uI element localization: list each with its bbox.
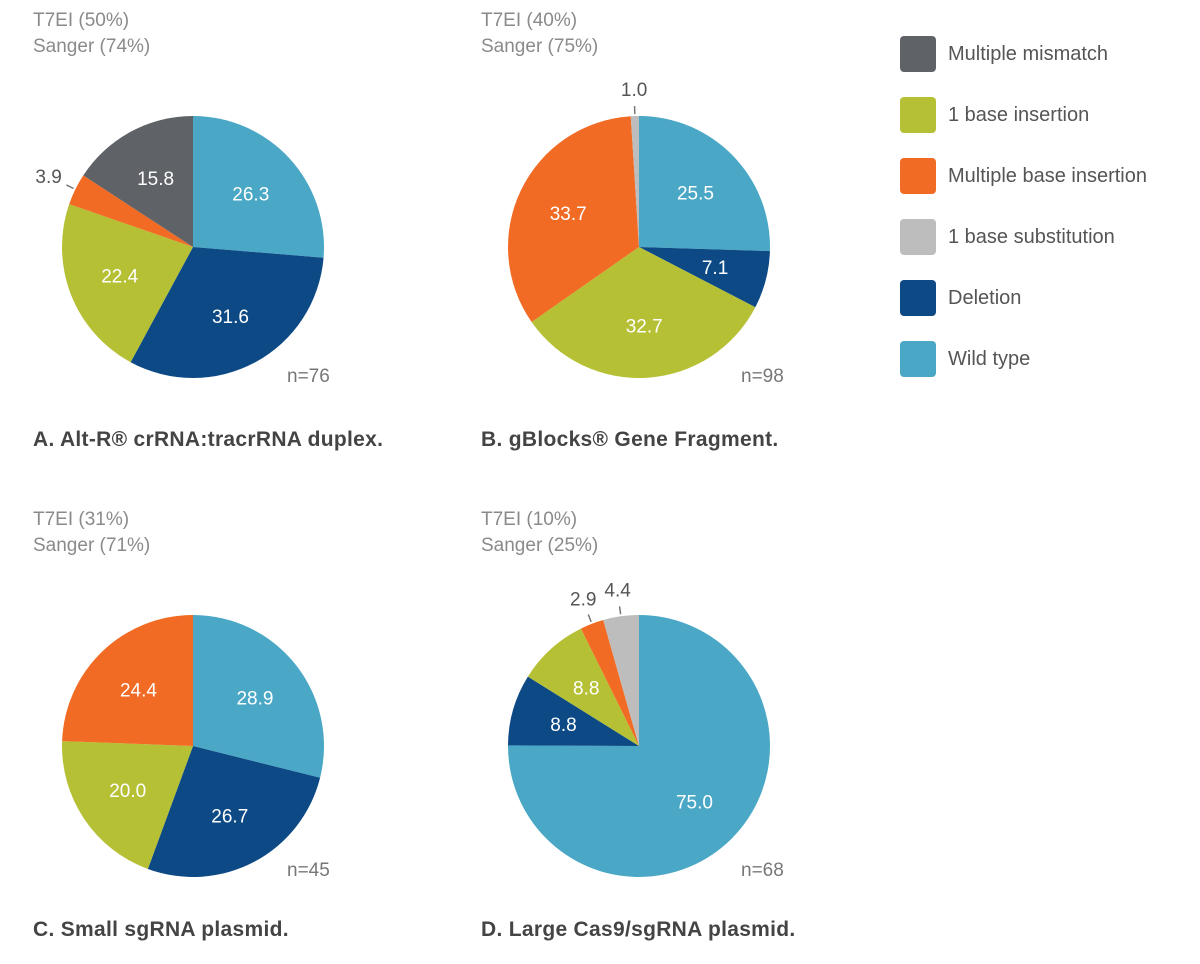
legend-swatch [900,219,936,255]
pie-slice [147,746,321,878]
slice-value-label: 26.7 [211,806,248,827]
leader-line [618,606,622,615]
pie-slice [83,116,193,247]
pie-slice [630,116,639,247]
slice-value-label: 4.4 [604,580,631,601]
pie-slice [508,116,639,322]
chart-c-header: T7EI (31%) Sanger (71%) [33,507,150,559]
chart-b-header: T7EI (40%) Sanger (75%) [481,8,598,60]
slice-value-label: 24.4 [120,680,157,701]
leader-line [66,184,74,190]
slice-value-label: 20.0 [109,781,146,802]
chart-a-title: A. Alt-R® crRNA:tracrRNA duplex. [33,428,384,451]
legend-label: Multiple base insertion [948,164,1147,187]
t7ei-value: T7EI (50%) [33,10,130,31]
leader-line [587,614,592,623]
legend-item: 1 base substitution [900,219,1115,255]
pie-slice [603,615,639,746]
pie-slice [69,175,193,247]
legend-label: 1 base substitution [948,225,1115,248]
chart-a-n: n=76 [287,366,330,387]
legend-label: Multiple mismatch [948,42,1109,65]
legend-label: Deletion [948,286,1022,309]
legend-item: Deletion [900,280,1021,316]
chart-c-title: C. Small sgRNA plasmid. [33,918,289,941]
t7ei-value: T7EI (10%) [481,509,578,530]
legend-item: 1 base insertion [900,97,1089,133]
pie-slice [62,741,193,869]
legend-swatch [900,36,936,72]
slice-value-label: 22.4 [101,266,138,287]
pie-slice [62,615,193,746]
sanger-value: Sanger (71%) [33,535,151,556]
slice-value-label: 8.8 [573,679,599,700]
chart-b-title: B. gBlocks® Gene Fragment. [481,428,779,451]
slice-value-label: 33.7 [550,204,587,225]
sanger-value: Sanger (74%) [33,36,151,57]
pie-slice [527,628,639,746]
pie-slice [193,116,324,258]
slice-value-label: 32.7 [626,316,663,337]
pie-slice [531,247,756,378]
pie-slice [639,247,770,308]
legend-swatch [900,158,936,194]
chart-a-header: T7EI (50%) Sanger (74%) [33,8,150,60]
sanger-value: Sanger (75%) [481,36,599,57]
legend-swatch [900,341,936,377]
chart-d-header: T7EI (10%) Sanger (25%) [481,507,598,559]
slice-value-label: 8.8 [550,715,576,736]
pie-slice [639,116,770,252]
slice-value-label: 28.9 [236,689,273,710]
legend-swatch [900,97,936,133]
pie-slice [508,676,639,746]
legend-item: Multiple base insertion [900,158,1147,194]
legend-swatch [900,280,936,316]
chart-c-n: n=45 [287,860,330,881]
slice-value-label: 26.3 [232,185,269,206]
chart-d-title: D. Large Cas9/sgRNA plasmid. [481,918,796,941]
pie-slice [193,615,324,778]
slice-value-label: 2.9 [570,589,596,610]
legend-item: Multiple mismatch [900,36,1108,72]
t7ei-value: T7EI (31%) [33,509,130,530]
slice-value-label: 3.9 [35,167,61,188]
legend-label: 1 base insertion [948,103,1090,126]
legend-item: Wild type [900,341,1030,377]
slice-value-label: 75.0 [676,793,713,814]
chart-d-n: n=68 [741,860,784,881]
chart-b-n: n=98 [741,366,784,387]
t7ei-value: T7EI (40%) [481,10,578,31]
slice-value-label: 31.6 [212,307,249,328]
slice-value-label: 15.8 [137,169,174,190]
pie-slice [62,204,193,363]
sanger-value: Sanger (25%) [481,535,599,556]
slice-value-label: 1.0 [621,80,647,101]
pie-slice [580,619,639,746]
pie-slice [130,247,324,378]
slice-value-label: 7.1 [702,258,728,279]
slice-value-label: 25.5 [677,183,714,204]
legend-label: Wild type [948,347,1031,370]
